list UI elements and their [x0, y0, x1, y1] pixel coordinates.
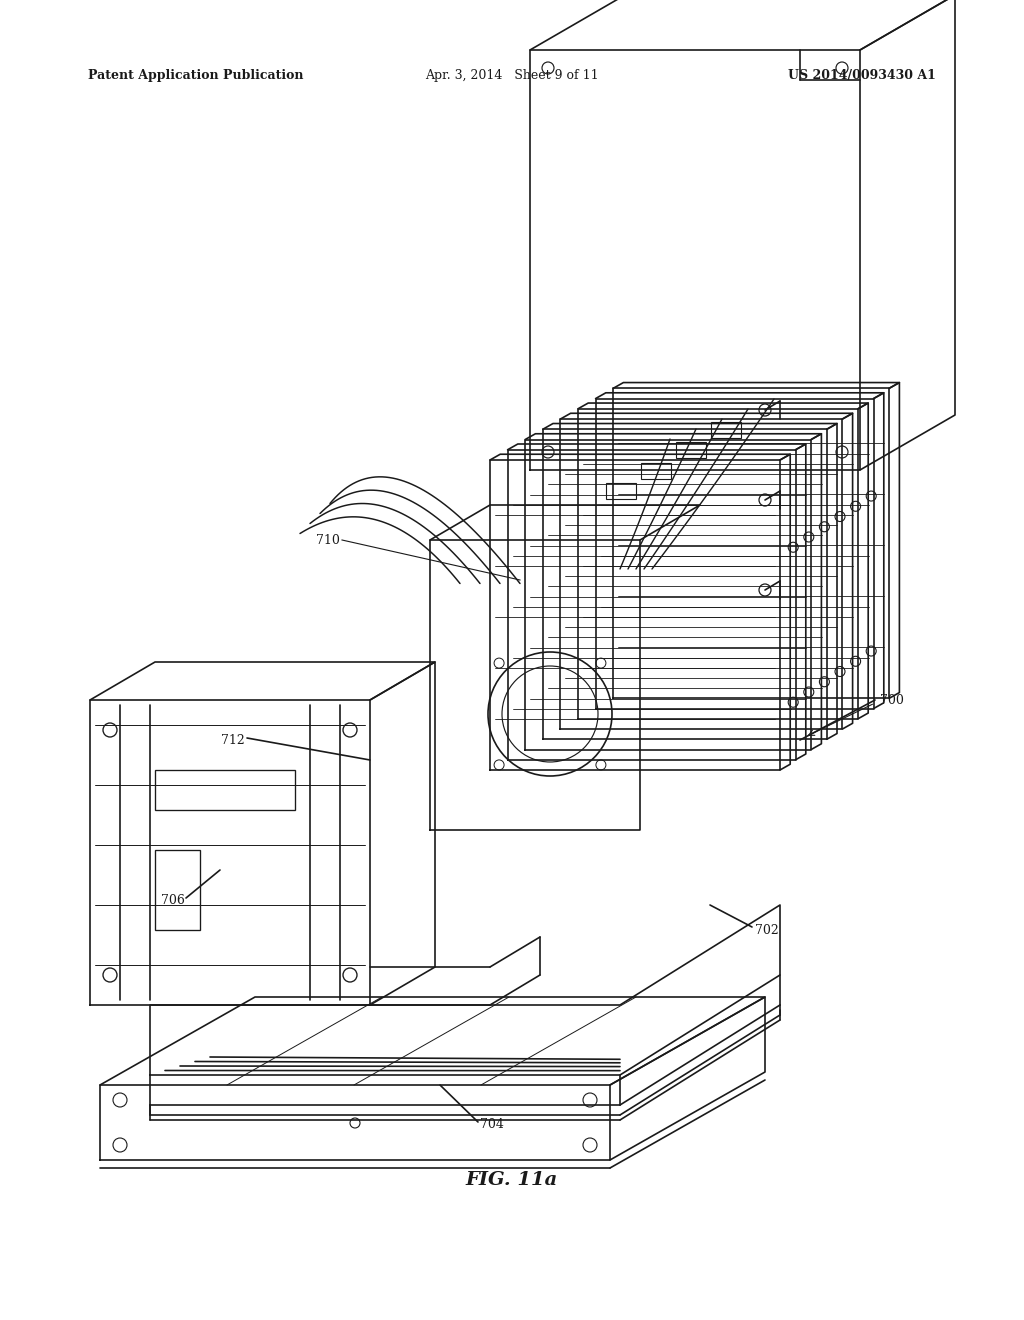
Bar — [711, 421, 741, 437]
Text: Apr. 3, 2014   Sheet 9 of 11: Apr. 3, 2014 Sheet 9 of 11 — [425, 69, 599, 82]
Bar — [155, 770, 295, 810]
Text: FIG. 11a: FIG. 11a — [466, 1171, 558, 1189]
Text: 710: 710 — [316, 533, 340, 546]
Text: 704: 704 — [480, 1118, 504, 1131]
Bar — [605, 483, 636, 499]
Text: 702: 702 — [755, 924, 778, 936]
Text: 712: 712 — [221, 734, 245, 747]
Text: US 2014/0093430 A1: US 2014/0093430 A1 — [788, 69, 936, 82]
Text: Patent Application Publication: Patent Application Publication — [88, 69, 303, 82]
Text: 700: 700 — [880, 693, 904, 706]
Bar — [641, 462, 671, 479]
Bar — [155, 850, 200, 931]
Bar — [676, 442, 706, 458]
Text: 706: 706 — [161, 894, 185, 907]
